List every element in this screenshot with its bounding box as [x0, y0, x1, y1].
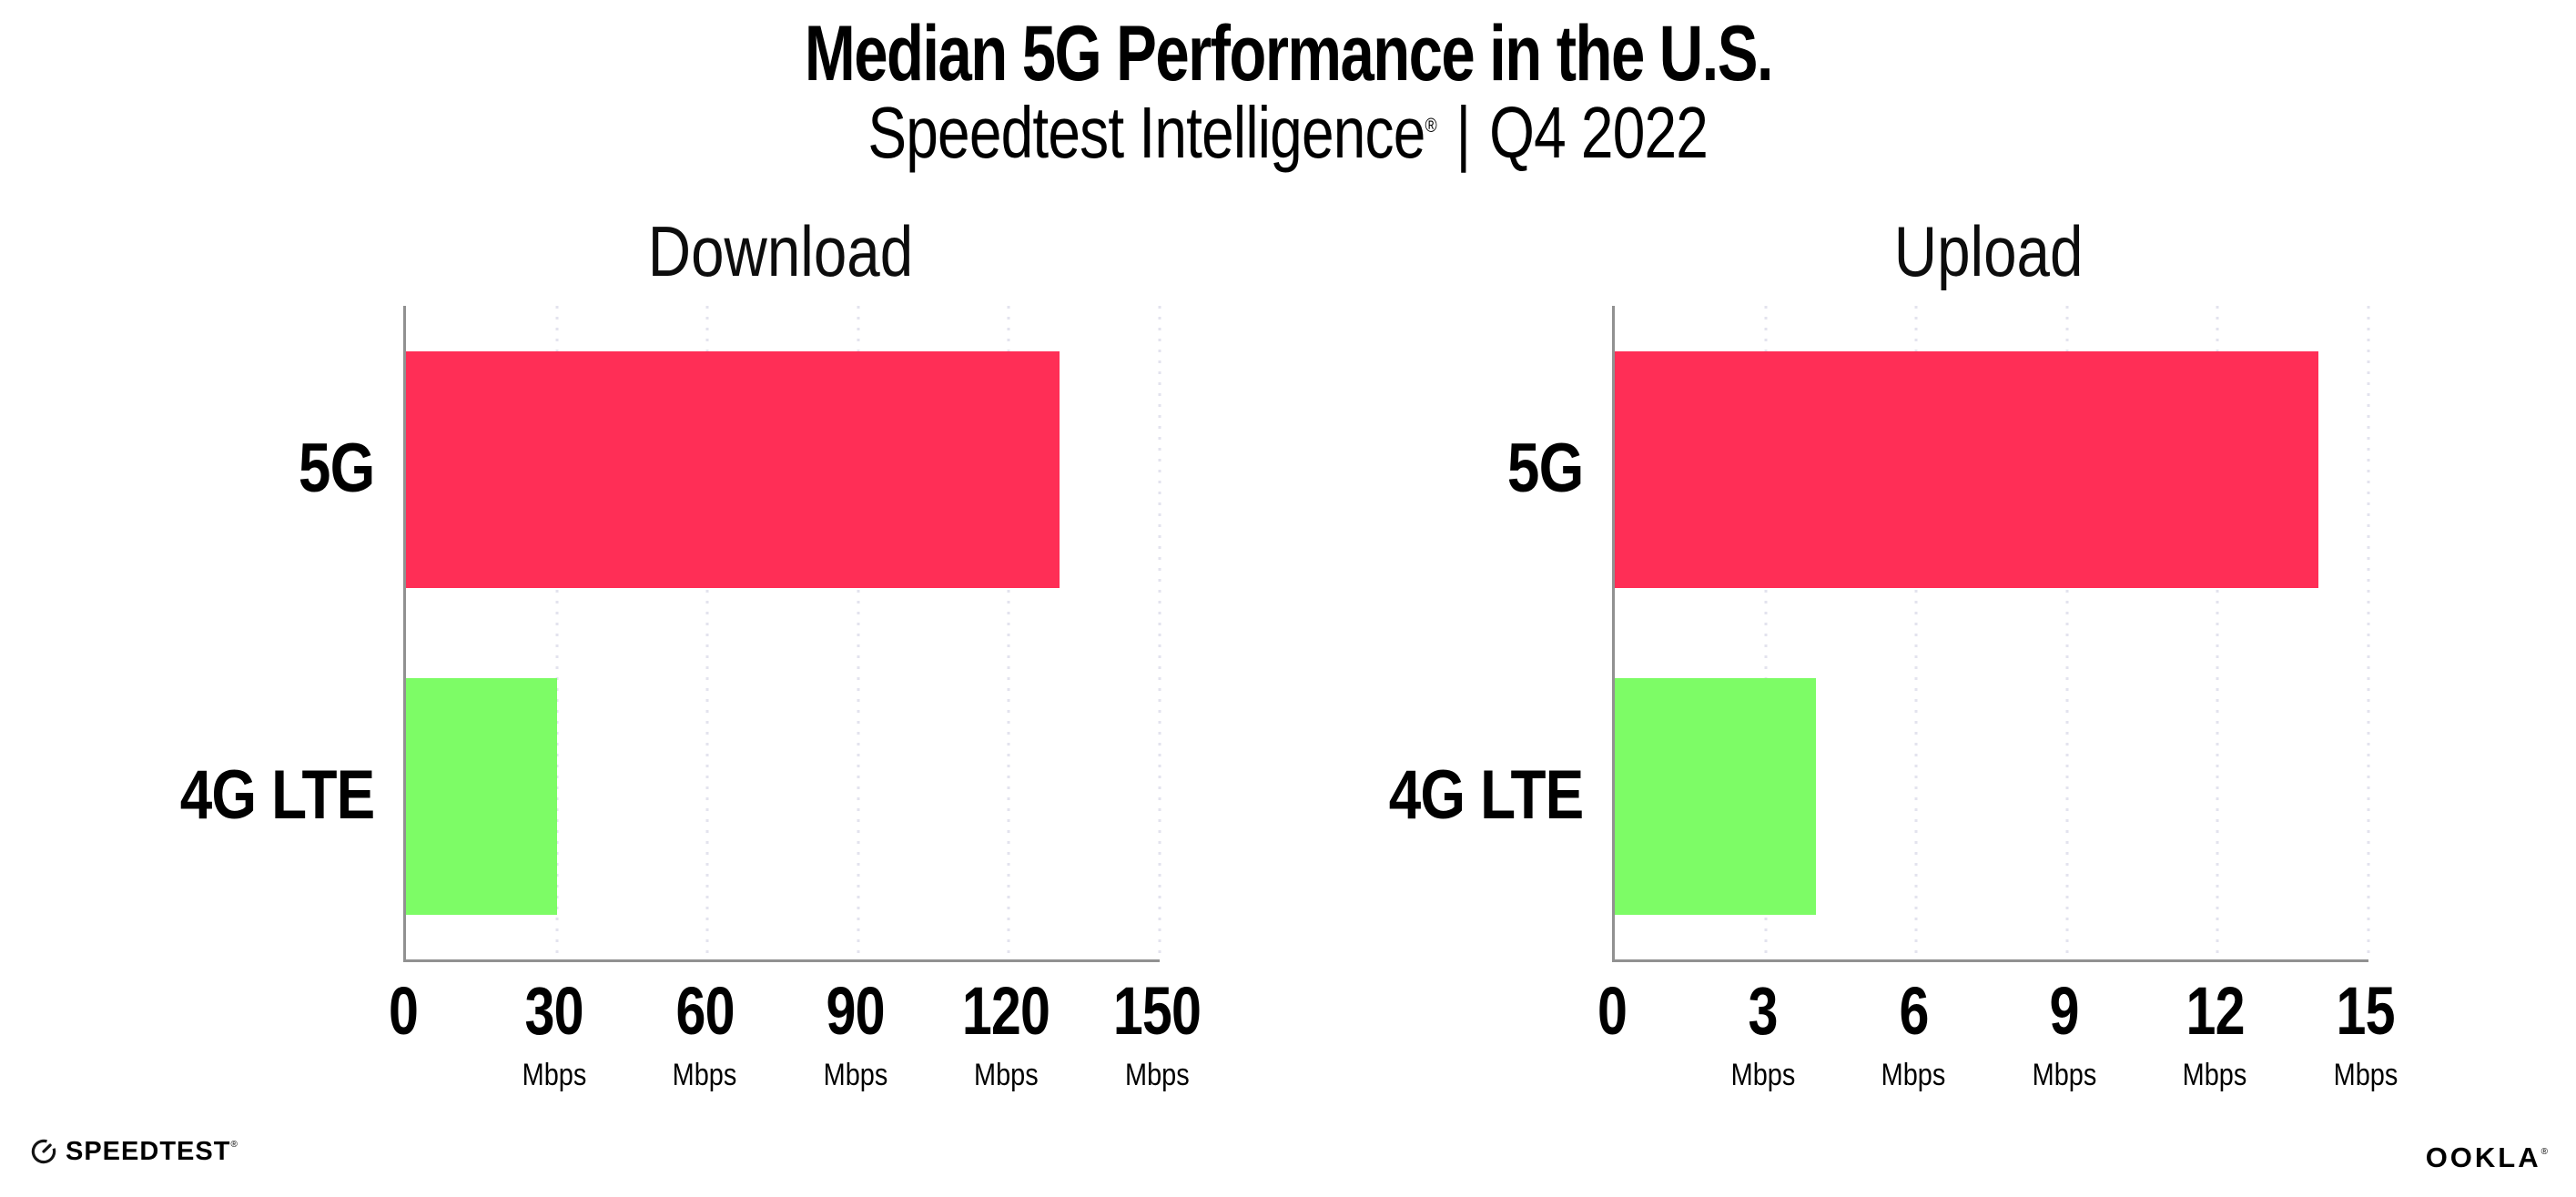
bar-row-4g-lte [1615, 633, 2368, 959]
x-tick-value: 30 [524, 973, 583, 1049]
gridline-6 [1914, 306, 1918, 959]
category-label-4g-lte: 4G LTE [1192, 756, 1584, 834]
bar-5g [406, 350, 1060, 588]
x-tick-value: 9 [2049, 973, 2080, 1049]
gridline-90 [857, 306, 860, 959]
x-tick-120: 120 Mbps [951, 973, 1060, 1092]
x-tick-unit: Mbps [974, 1058, 1039, 1092]
download-chart-title-text: Download [647, 211, 913, 291]
x-tick-12: 12 Mbps [2177, 973, 2253, 1092]
x-tick-unit: Mbps [522, 1058, 586, 1092]
subtitle-divider: | [1455, 92, 1472, 173]
category-label-text: 5G [298, 430, 375, 507]
x-tick-value: 90 [826, 973, 886, 1049]
speedtest-gauge-icon [31, 1139, 56, 1164]
x-tick-30: 30 Mbps [516, 973, 592, 1092]
x-tick-value: 6 [1899, 973, 1929, 1049]
upload-chart-panel: Upload 0 3 Mbps 6 Mbps 9 Mbps 12 Mbps 15 Mbps 5G 4G… [1388, 0, 2398, 1197]
download-chart-title: Download [403, 211, 1157, 291]
upload-x-axis-ticks: 0 3 Mbps 6 Mbps 9 Mbps 12 Mbps 15 Mbps [1597, 973, 2398, 1160]
subtitle-brand: Speedtest Intelligence [867, 92, 1426, 173]
ookla-wordmark-text: OOKLA [2425, 1141, 2541, 1173]
download-chart-panel: Download 0 30 Mbps 60 Mbps 90 Mbps 120 Mbps 150 Mb… [179, 0, 1202, 1197]
x-tick-15: 15 Mbps [2328, 973, 2403, 1092]
gridline-12 [2216, 306, 2219, 959]
gridline-150 [1158, 306, 1161, 959]
gridline-60 [705, 306, 709, 959]
x-tick-90: 90 Mbps [817, 973, 893, 1092]
upload-plot-area [1612, 306, 2370, 962]
x-tick-150: 150 Mbps [1102, 973, 1212, 1092]
registered-mark: ® [1425, 114, 1438, 137]
bar-4g-lte [406, 677, 557, 915]
category-label-text: 5G [1506, 430, 1584, 507]
x-tick-3: 3 Mbps [1725, 973, 1800, 1092]
ookla-registered-mark: ® [2541, 1147, 2551, 1157]
category-label-5g: 5G [0, 430, 375, 507]
x-tick-9: 9 Mbps [2026, 973, 2102, 1092]
x-tick-unit: Mbps [823, 1058, 888, 1092]
page-subtitle: Speedtest Intelligence® | Q4 2022 [0, 95, 2576, 171]
upload-chart-title: Upload [1612, 211, 2366, 291]
x-tick-value: 0 [388, 973, 419, 1049]
x-tick-value: 3 [1748, 973, 1779, 1049]
x-tick-6: 6 Mbps [1876, 973, 1952, 1092]
bar-row-5g [1615, 306, 2368, 633]
x-tick-unit: Mbps [672, 1058, 737, 1092]
speedtest-logo: SPEEDTEST® [30, 1138, 238, 1165]
category-label-text: 4G LTE [1388, 756, 1584, 834]
bar-5g [1615, 350, 2318, 588]
upload-chart-title-text: Upload [1894, 211, 2084, 291]
category-label-text: 4G LTE [179, 756, 375, 834]
gridline-9 [2065, 306, 2069, 959]
x-tick-value: 60 [675, 973, 735, 1049]
subtitle-period: Q4 2022 [1489, 92, 1709, 173]
gridline-30 [555, 306, 559, 959]
x-tick-unit: Mbps [2333, 1058, 2399, 1092]
x-tick-value: 0 [1597, 973, 1628, 1049]
speedtest-registered-mark: ® [230, 1139, 238, 1150]
download-plot-area [403, 306, 1161, 962]
bar-4g-lte [1615, 677, 1816, 915]
bar-row-4g-lte [406, 633, 1160, 959]
x-tick-value: 120 [962, 973, 1050, 1049]
category-label-4g-lte: 4G LTE [0, 756, 375, 834]
category-label-5g: 5G [1192, 430, 1584, 507]
bar-row-5g [406, 306, 1160, 633]
x-tick-0: 0 [1594, 978, 1630, 1045]
ookla-logo: OOKLA® [2426, 1143, 2551, 1172]
gridline-15 [2367, 306, 2370, 959]
x-tick-value: 15 [2336, 973, 2396, 1049]
x-tick-unit: Mbps [2183, 1058, 2247, 1092]
x-tick-value: 150 [1112, 973, 1202, 1049]
x-tick-unit: Mbps [1730, 1058, 1795, 1092]
page-title-text: Median 5G Performance in the U.S. [804, 10, 1773, 97]
speedtest-wordmark: SPEEDTEST® [66, 1136, 238, 1166]
x-tick-unit: Mbps [1881, 1058, 1946, 1092]
speedtest-wordmark-text: SPEEDTEST [66, 1136, 231, 1166]
x-tick-0: 0 [385, 978, 421, 1045]
x-tick-value: 12 [2186, 973, 2245, 1049]
gridline-3 [1764, 306, 1768, 959]
x-tick-unit: Mbps [1124, 1058, 1190, 1092]
x-tick-60: 60 Mbps [667, 973, 743, 1092]
x-tick-unit: Mbps [2032, 1058, 2097, 1092]
page-title: Median 5G Performance in the U.S. [0, 10, 2576, 97]
page-subtitle-text: Speedtest Intelligence® | Q4 2022 [868, 95, 1709, 171]
gridline-120 [1007, 306, 1010, 959]
download-x-axis-ticks: 0 30 Mbps 60 Mbps 90 Mbps 120 Mbps 150 Mbps [389, 973, 1202, 1160]
